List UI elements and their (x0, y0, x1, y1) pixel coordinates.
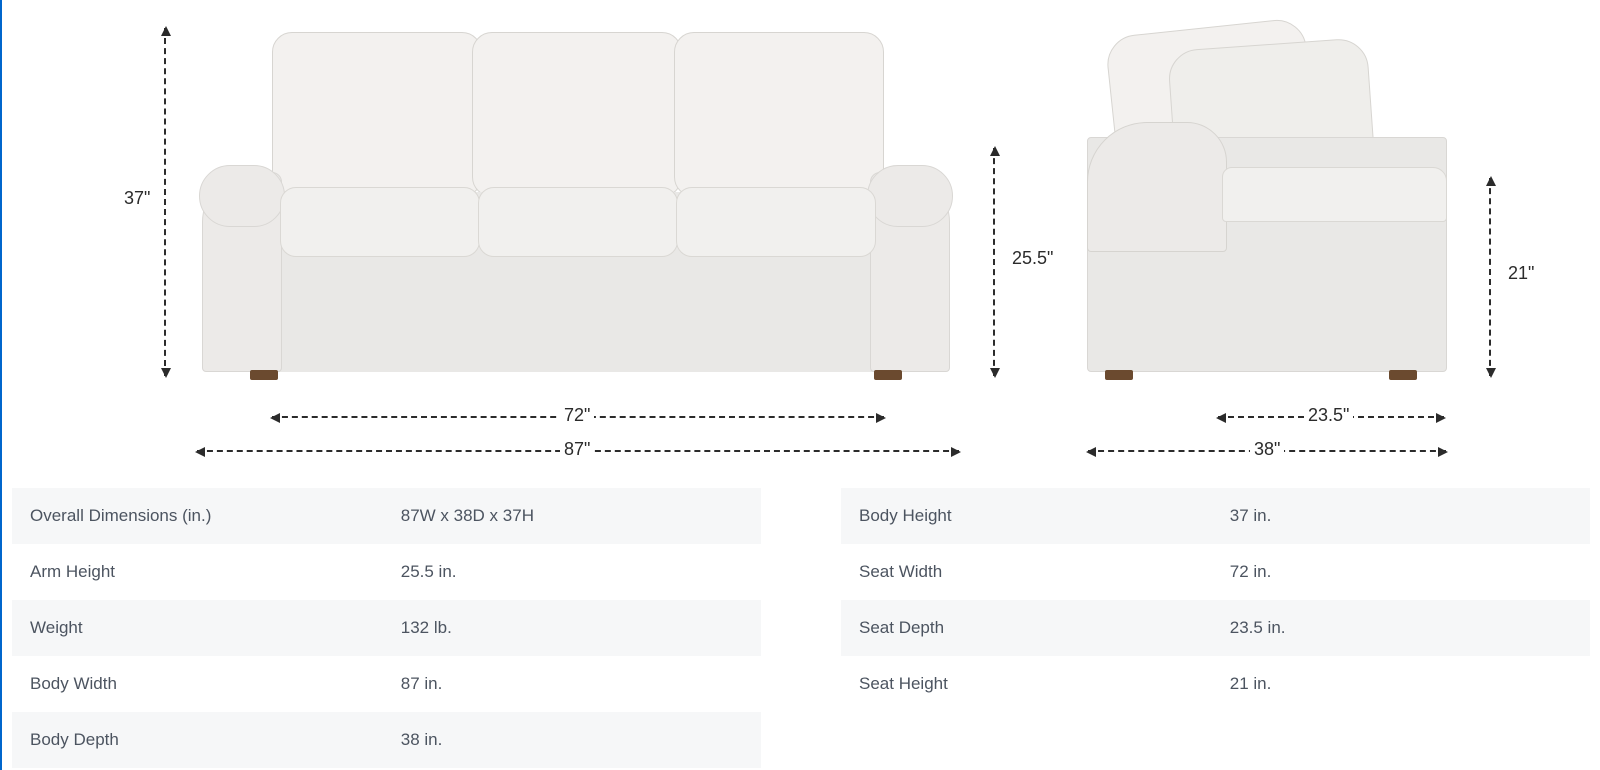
dim-seat-height-line (1489, 178, 1491, 376)
spec-label: Seat Depth (859, 618, 1230, 638)
table-row: Weight 132 lb. (12, 600, 761, 656)
table-row: Seat Height 21 in. (841, 656, 1590, 712)
dim-arm-height-line (993, 148, 995, 376)
sofa-side-view (1087, 25, 1452, 380)
table-row: Seat Width 72 in. (841, 544, 1590, 600)
spec-value: 87W x 38D x 37H (401, 506, 743, 526)
dim-body-height-line (164, 28, 166, 376)
dim-seat-height-label: 21" (1504, 263, 1538, 284)
product-dimensions-panel: 37" 25.5" 72" 87" 21" 23.5" 38" Overall … (2, 0, 1600, 770)
spec-tables: Overall Dimensions (in.) 87W x 38D x 37H… (12, 488, 1590, 768)
table-row: Body Width 87 in. (12, 656, 761, 712)
spec-label: Body Height (859, 506, 1230, 526)
table-row: Arm Height 25.5 in. (12, 544, 761, 600)
dim-body-depth-label: 38" (1250, 439, 1284, 460)
spec-label: Weight (30, 618, 401, 638)
spec-value: 132 lb. (401, 618, 743, 638)
spec-value: 25.5 in. (401, 562, 743, 582)
spec-value: 87 in. (401, 674, 743, 694)
table-row: Body Height 37 in. (841, 488, 1590, 544)
sofa-front-view (202, 25, 950, 380)
sofa-side-illustration (1087, 25, 1447, 372)
spec-value: 38 in. (401, 730, 743, 750)
spec-value: 72 in. (1230, 562, 1572, 582)
dim-seat-width-label: 72" (560, 405, 594, 426)
table-row: Overall Dimensions (in.) 87W x 38D x 37H (12, 488, 761, 544)
spec-value: 23.5 in. (1230, 618, 1572, 638)
spec-value: 21 in. (1230, 674, 1572, 694)
spec-label: Body Width (30, 674, 401, 694)
spec-table-left: Overall Dimensions (in.) 87W x 38D x 37H… (12, 488, 761, 768)
table-row: Body Depth 38 in. (12, 712, 761, 768)
spec-label: Overall Dimensions (in.) (30, 506, 401, 526)
dim-arm-height-label: 25.5" (1008, 248, 1057, 269)
dim-seat-depth-label: 23.5" (1304, 405, 1353, 426)
spec-label: Arm Height (30, 562, 401, 582)
dim-body-width-label: 87" (560, 439, 594, 460)
spec-label: Seat Width (859, 562, 1230, 582)
table-row: Seat Depth 23.5 in. (841, 600, 1590, 656)
spec-label: Seat Height (859, 674, 1230, 694)
spec-table-right: Body Height 37 in. Seat Width 72 in. Sea… (841, 488, 1590, 768)
sofa-front-illustration (202, 25, 950, 372)
dim-body-height-label: 37" (120, 188, 154, 209)
spec-value: 37 in. (1230, 506, 1572, 526)
spec-label: Body Depth (30, 730, 401, 750)
